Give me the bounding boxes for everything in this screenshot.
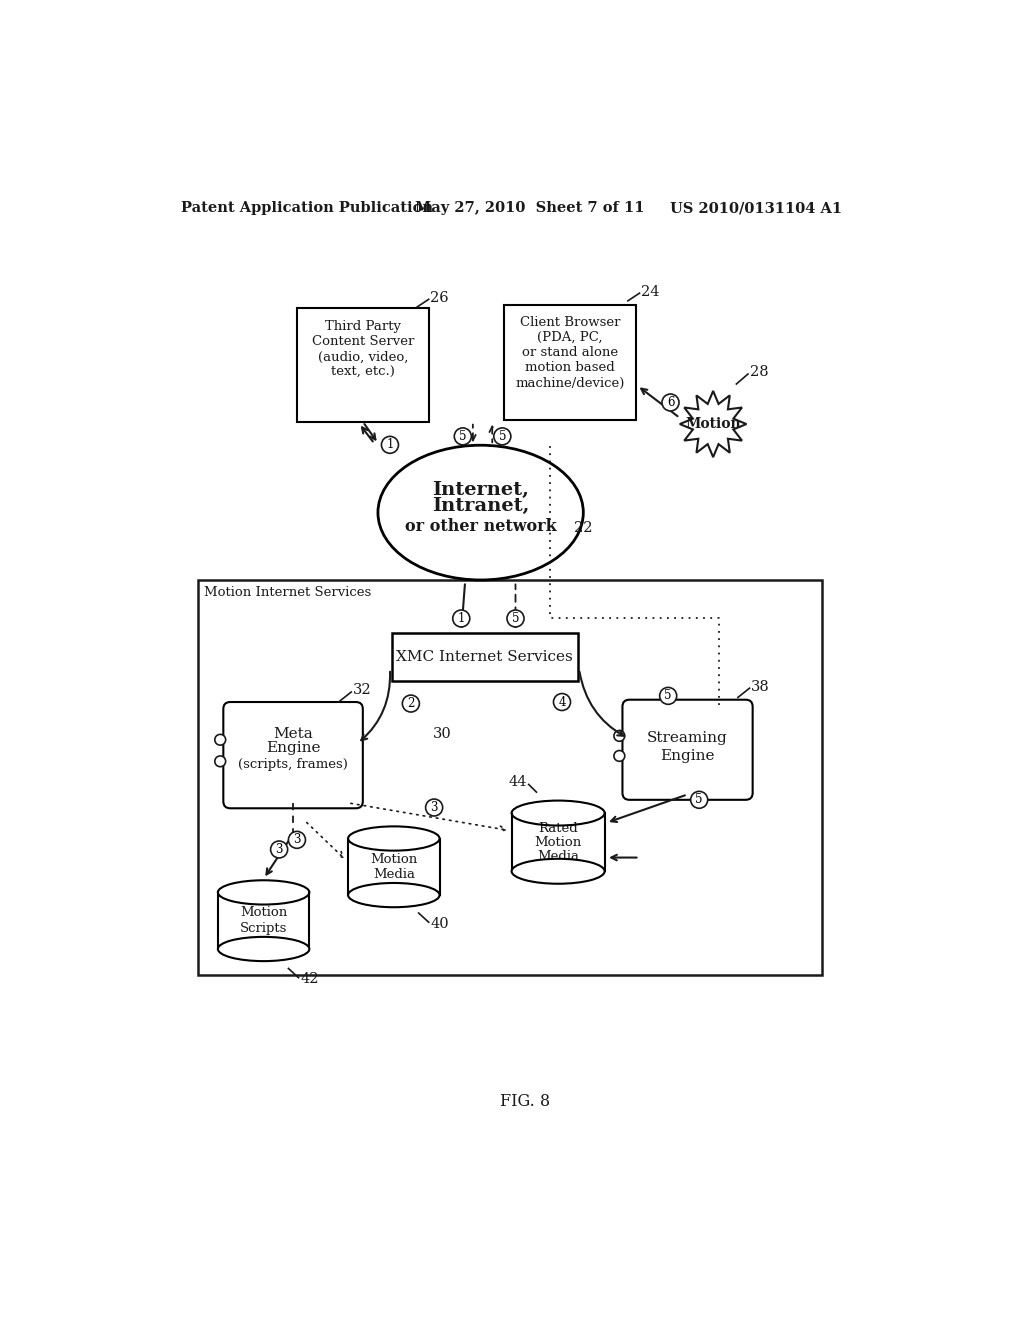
Circle shape: [662, 393, 679, 411]
Text: 2: 2: [408, 697, 415, 710]
Text: motion based: motion based: [525, 362, 614, 375]
Circle shape: [614, 730, 625, 742]
Text: Motion: Motion: [240, 907, 288, 920]
Text: May 27, 2010  Sheet 7 of 11: May 27, 2010 Sheet 7 of 11: [415, 202, 644, 215]
Text: Client Browser: Client Browser: [519, 315, 620, 329]
Text: Media: Media: [538, 850, 580, 862]
Text: XMC Internet Services: XMC Internet Services: [396, 651, 572, 664]
Text: 26: 26: [430, 290, 449, 305]
Text: Rated: Rated: [539, 822, 578, 834]
Text: 3: 3: [293, 833, 301, 846]
Text: 1: 1: [386, 438, 393, 451]
Text: 5: 5: [512, 612, 519, 624]
Bar: [504, 305, 636, 420]
Circle shape: [494, 428, 511, 445]
Bar: [348, 838, 439, 895]
Circle shape: [659, 688, 677, 705]
Ellipse shape: [218, 937, 309, 961]
Text: 40: 40: [430, 917, 449, 931]
Bar: [218, 880, 309, 892]
Text: Meta: Meta: [273, 726, 313, 741]
Text: 1: 1: [458, 612, 465, 624]
Text: 24: 24: [641, 285, 659, 298]
Bar: [198, 581, 821, 974]
Bar: [391, 634, 578, 681]
FancyBboxPatch shape: [223, 702, 362, 808]
Text: US 2010/0131104 A1: US 2010/0131104 A1: [671, 202, 843, 215]
Circle shape: [215, 756, 225, 767]
Text: Motion: Motion: [371, 853, 418, 866]
Text: 30: 30: [432, 727, 452, 742]
Polygon shape: [680, 391, 746, 457]
Circle shape: [453, 610, 470, 627]
Ellipse shape: [348, 883, 439, 907]
Bar: [348, 826, 439, 838]
FancyBboxPatch shape: [623, 700, 753, 800]
Bar: [218, 892, 309, 949]
Text: Streaming: Streaming: [647, 731, 728, 746]
Circle shape: [690, 792, 708, 808]
Text: Scripts: Scripts: [240, 921, 288, 935]
Circle shape: [507, 610, 524, 627]
Text: (PDA, PC,: (PDA, PC,: [537, 330, 602, 343]
Text: Patent Application Publication: Patent Application Publication: [180, 202, 433, 215]
Text: 5: 5: [499, 430, 506, 444]
Text: Internet,: Internet,: [432, 480, 529, 499]
Ellipse shape: [378, 445, 584, 579]
Text: Media: Media: [373, 869, 415, 880]
Circle shape: [215, 734, 225, 744]
Text: 42: 42: [300, 973, 318, 986]
Text: Intranet,: Intranet,: [432, 498, 529, 515]
Circle shape: [270, 841, 288, 858]
Text: FIG. 8: FIG. 8: [500, 1093, 550, 1110]
Text: 22: 22: [573, 521, 592, 535]
Text: Motion: Motion: [535, 836, 582, 849]
Text: Motion Internet Services: Motion Internet Services: [204, 586, 371, 599]
Bar: [512, 800, 604, 813]
Text: 44: 44: [509, 775, 527, 789]
Circle shape: [381, 437, 398, 453]
Text: 32: 32: [352, 684, 372, 697]
Circle shape: [402, 696, 420, 711]
Ellipse shape: [512, 859, 604, 884]
Circle shape: [554, 693, 570, 710]
Circle shape: [455, 428, 471, 445]
Circle shape: [426, 799, 442, 816]
Circle shape: [614, 751, 625, 762]
Text: or stand alone: or stand alone: [521, 346, 617, 359]
Text: Engine: Engine: [266, 742, 321, 755]
Text: 5: 5: [695, 793, 702, 807]
Text: 5: 5: [459, 430, 467, 444]
Text: (scripts, frames): (scripts, frames): [239, 758, 348, 771]
Text: 4: 4: [558, 696, 565, 709]
Text: text, etc.): text, etc.): [331, 366, 395, 379]
Text: Engine: Engine: [660, 748, 715, 763]
Text: machine/device): machine/device): [515, 376, 625, 389]
Text: 38: 38: [751, 680, 770, 693]
Text: 3: 3: [430, 801, 438, 814]
Text: 3: 3: [275, 843, 283, 855]
Text: Motion: Motion: [685, 417, 741, 432]
Text: Content Server: Content Server: [311, 335, 414, 348]
Text: (audio, video,: (audio, video,: [317, 351, 408, 363]
Text: Third Party: Third Party: [325, 319, 400, 333]
Circle shape: [289, 832, 305, 849]
Text: 28: 28: [750, 366, 768, 379]
Text: 5: 5: [665, 689, 672, 702]
Text: 6: 6: [667, 396, 674, 409]
Text: or other network: or other network: [404, 517, 556, 535]
Bar: [297, 308, 429, 422]
Bar: [512, 813, 604, 871]
